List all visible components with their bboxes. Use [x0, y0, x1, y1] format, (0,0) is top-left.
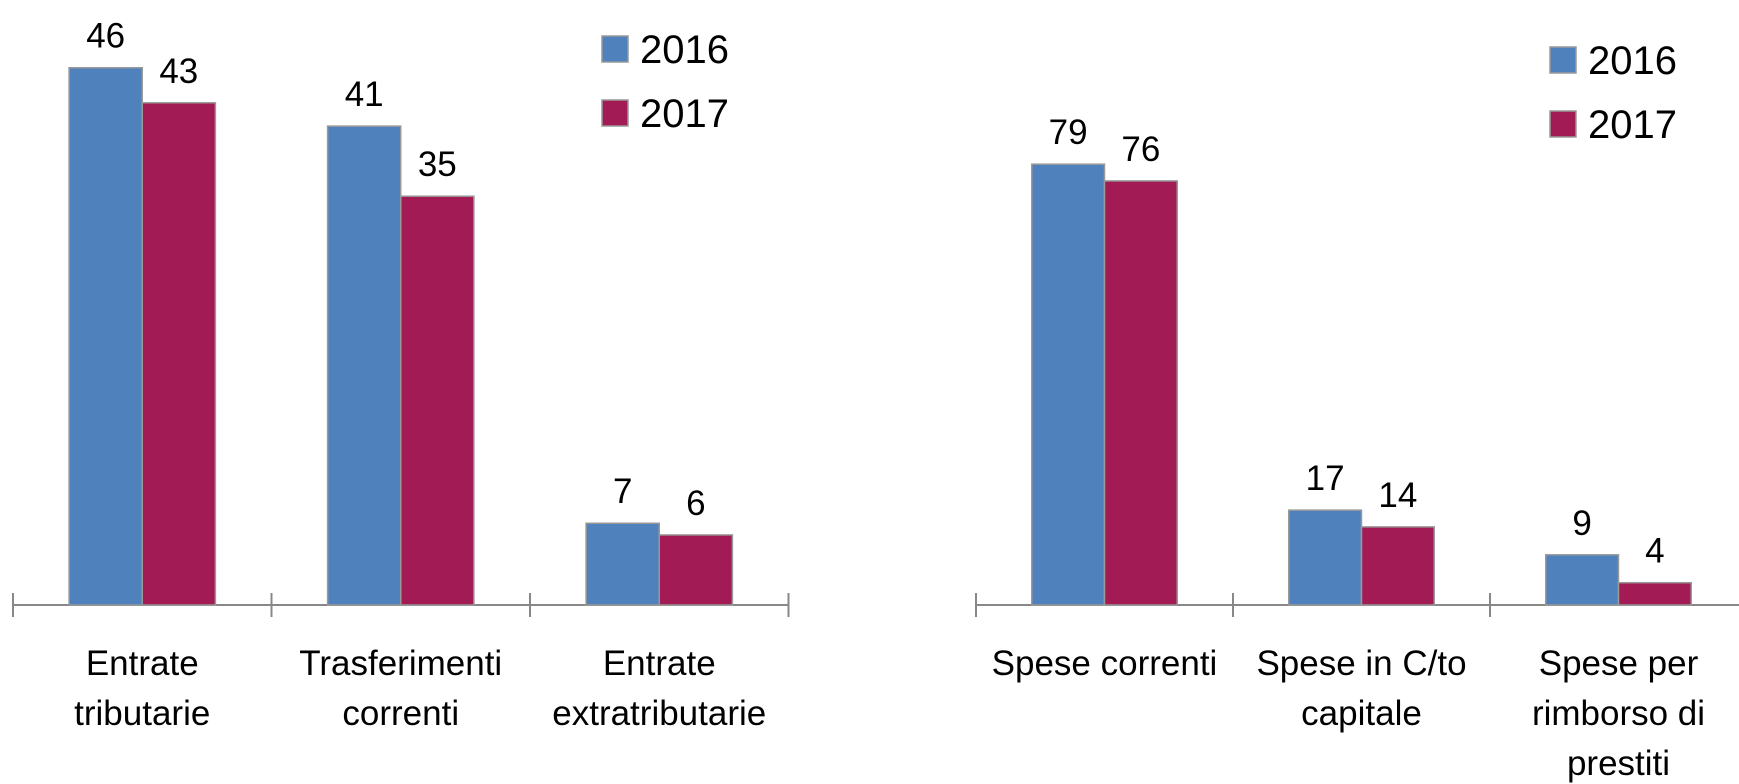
- x-tick-label: Entrate: [86, 644, 199, 683]
- bar: [68, 66, 143, 606]
- data-label: 14: [1378, 476, 1417, 515]
- data-label: 79: [1049, 113, 1088, 152]
- legend-label: 2017: [640, 92, 729, 136]
- data-label: 7: [613, 472, 632, 511]
- bar: [1031, 163, 1106, 606]
- data-label: 9: [1572, 504, 1591, 543]
- bar: [326, 125, 402, 606]
- bar: [1617, 581, 1692, 606]
- bar: [1545, 554, 1620, 606]
- legend-swatch: [1549, 110, 1577, 138]
- bar: [400, 195, 475, 606]
- x-tick-label: capitale: [1301, 694, 1422, 733]
- data-label: 6: [686, 484, 705, 523]
- data-label: 17: [1306, 459, 1345, 498]
- bar: [1288, 509, 1363, 606]
- x-tick-label: Spese in C/to: [1256, 644, 1466, 683]
- data-label: 43: [159, 52, 198, 91]
- x-tick-label: correnti: [342, 694, 459, 733]
- legend-label: 2016: [640, 28, 729, 72]
- x-tick-label: Trasferimenti: [299, 644, 502, 683]
- x-tick-label: rimborso di: [1532, 694, 1705, 733]
- x-tick-label: extratributarie: [552, 694, 766, 733]
- data-label: 76: [1121, 130, 1160, 169]
- data-label: 35: [418, 145, 457, 184]
- legend-swatch: [1549, 46, 1577, 74]
- data-label: 4: [1645, 532, 1664, 571]
- x-tick-label: Spese correnti: [992, 644, 1218, 683]
- data-label: 46: [86, 17, 125, 56]
- legend-label: 2016: [1588, 39, 1677, 83]
- x-tick-label: tributarie: [74, 694, 210, 733]
- x-tick-label: Entrate: [603, 644, 716, 683]
- bar: [1103, 180, 1178, 606]
- legend-swatch: [601, 99, 629, 127]
- bar: [1360, 526, 1435, 606]
- bar: [658, 534, 734, 606]
- legend-swatch: [601, 35, 629, 63]
- data-label: 41: [345, 75, 384, 114]
- bar: [585, 522, 660, 606]
- legend-label: 2017: [1588, 103, 1677, 147]
- bar: [141, 102, 217, 606]
- x-tick-label: Spese per: [1539, 644, 1699, 683]
- x-tick-label: prestiti: [1567, 744, 1670, 783]
